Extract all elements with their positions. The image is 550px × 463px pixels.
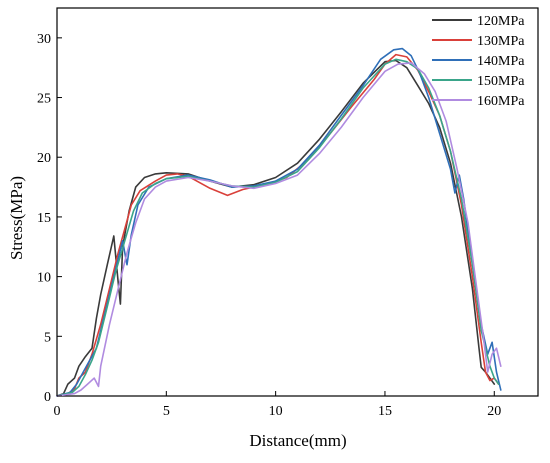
y-axis-title: Stress(MPa) — [7, 176, 26, 260]
x-axis-ticks: 0 5 10 15 20 — [54, 391, 501, 419]
y-tick-label: 10 — [37, 271, 51, 286]
x-tick-label: 5 — [163, 404, 170, 419]
series-line-120mpa — [56, 59, 496, 397]
y-tick-label: 30 — [37, 32, 51, 47]
legend-label: 150MPa — [477, 74, 525, 89]
y-axis-ticks: 0 5 10 15 20 25 30 — [37, 32, 62, 405]
y-tick-label: 20 — [37, 151, 51, 166]
series-line-130mpa — [56, 53, 500, 397]
series-layer — [56, 47, 502, 397]
legend-label: 140MPa — [477, 54, 525, 69]
legend: 120MPa 130MPa 140MPa 150MPa 160MPa — [432, 14, 525, 109]
x-axis-title: Distance(mm) — [249, 431, 346, 450]
y-tick-label: 0 — [44, 390, 51, 405]
x-tick-label: 15 — [378, 404, 392, 419]
y-tick-label: 15 — [37, 211, 51, 226]
y-tick-label: 25 — [37, 92, 51, 107]
x-tick-label: 10 — [269, 404, 283, 419]
legend-label: 120MPa — [477, 14, 525, 29]
plot-border — [56, 7, 539, 397]
x-tick-label: 0 — [54, 404, 61, 419]
x-tick-label: 20 — [487, 404, 501, 419]
legend-label: 130MPa — [477, 34, 525, 49]
series-line-160mpa — [56, 62, 502, 397]
legend-label: 160MPa — [477, 94, 525, 109]
y-tick-label: 5 — [44, 330, 51, 345]
series-line-150mpa — [56, 58, 500, 397]
plot-frame — [56, 7, 539, 397]
